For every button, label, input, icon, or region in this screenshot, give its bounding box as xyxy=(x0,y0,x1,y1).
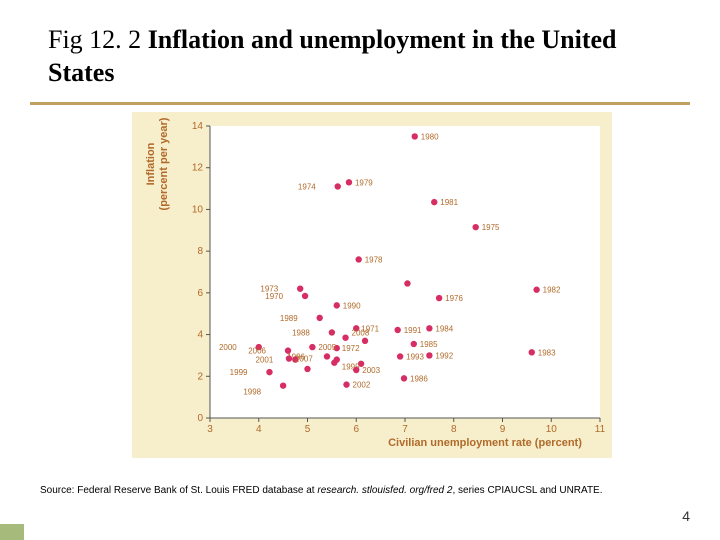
svg-text:1982: 1982 xyxy=(543,286,561,295)
svg-text:12: 12 xyxy=(192,163,204,174)
svg-text:3: 3 xyxy=(207,424,213,435)
svg-text:6: 6 xyxy=(353,424,359,435)
title-underline xyxy=(30,102,690,105)
svg-text:4: 4 xyxy=(197,330,203,341)
svg-text:1981: 1981 xyxy=(440,198,458,207)
slide-title: Fig 12. 2 Inflation and unemployment in … xyxy=(48,24,668,89)
svg-text:1974: 1974 xyxy=(298,182,316,191)
title-prefix: Fig 12. 2 xyxy=(48,25,148,54)
svg-text:4: 4 xyxy=(256,424,262,435)
svg-text:5: 5 xyxy=(305,424,311,435)
svg-text:1986: 1986 xyxy=(410,374,428,383)
svg-text:1989: 1989 xyxy=(280,314,298,323)
svg-text:1972: 1972 xyxy=(342,344,360,353)
svg-text:1993: 1993 xyxy=(406,352,424,361)
source-suffix: , series CPIAUCSL and UNRATE. xyxy=(452,485,602,496)
svg-text:9: 9 xyxy=(500,424,506,435)
svg-text:11: 11 xyxy=(595,424,606,435)
svg-text:10: 10 xyxy=(192,204,204,215)
svg-text:0: 0 xyxy=(197,413,203,424)
svg-text:1984: 1984 xyxy=(435,324,453,333)
chart-container: 3 4 5 6 7 8 9 10 11 0 2 4 6 8 10 12 14 Civilian unemploym… xyxy=(132,112,612,458)
scatter-chart: 3 4 5 6 7 8 9 10 11 0 2 4 6 8 10 12 14 Civilian unemploym… xyxy=(132,112,612,458)
svg-text:1979: 1979 xyxy=(355,178,373,187)
svg-text:(percent per year): (percent per year) xyxy=(158,117,170,210)
svg-text:2008: 2008 xyxy=(352,329,370,338)
source-prefix: Source: Federal Reserve Bank of St. Loui… xyxy=(40,485,317,496)
svg-text:2003: 2003 xyxy=(362,366,380,375)
page-number: 4 xyxy=(682,508,690,524)
svg-text:2001: 2001 xyxy=(256,356,274,365)
svg-text:1985: 1985 xyxy=(420,340,438,349)
svg-text:2002: 2002 xyxy=(353,381,371,390)
svg-text:1991: 1991 xyxy=(404,326,422,335)
svg-text:14: 14 xyxy=(192,121,204,132)
svg-text:Civilian unemployment rate (pe: Civilian unemployment rate (percent) xyxy=(388,437,582,449)
svg-text:10: 10 xyxy=(546,424,558,435)
svg-text:1983: 1983 xyxy=(538,348,556,357)
svg-text:2007: 2007 xyxy=(295,355,313,364)
svg-text:8: 8 xyxy=(451,424,457,435)
svg-text:1988: 1988 xyxy=(292,328,310,337)
source-italic: research. stlouisfed. org/fred 2 xyxy=(317,485,452,496)
svg-text:Inflation: Inflation xyxy=(145,142,157,185)
svg-text:1999: 1999 xyxy=(230,368,248,377)
svg-text:1998: 1998 xyxy=(243,388,261,397)
slide: Fig 12. 2 Inflation and unemployment in … xyxy=(0,0,720,540)
svg-text:8: 8 xyxy=(197,246,203,257)
svg-text:1978: 1978 xyxy=(365,255,383,264)
svg-text:1976: 1976 xyxy=(445,294,463,303)
svg-text:2006: 2006 xyxy=(248,347,266,356)
svg-text:7: 7 xyxy=(402,424,408,435)
svg-text:1980: 1980 xyxy=(421,132,439,141)
svg-text:2005: 2005 xyxy=(318,343,336,352)
svg-text:1973: 1973 xyxy=(260,285,278,294)
svg-text:1975: 1975 xyxy=(482,223,500,232)
svg-text:1992: 1992 xyxy=(435,351,453,360)
svg-text:6: 6 xyxy=(197,288,203,299)
svg-text:2000: 2000 xyxy=(219,343,237,352)
svg-text:2: 2 xyxy=(197,371,203,382)
svg-text:1990: 1990 xyxy=(343,301,361,310)
corner-accent xyxy=(0,524,24,540)
source-line: Source: Federal Reserve Bank of St. Loui… xyxy=(40,485,603,496)
